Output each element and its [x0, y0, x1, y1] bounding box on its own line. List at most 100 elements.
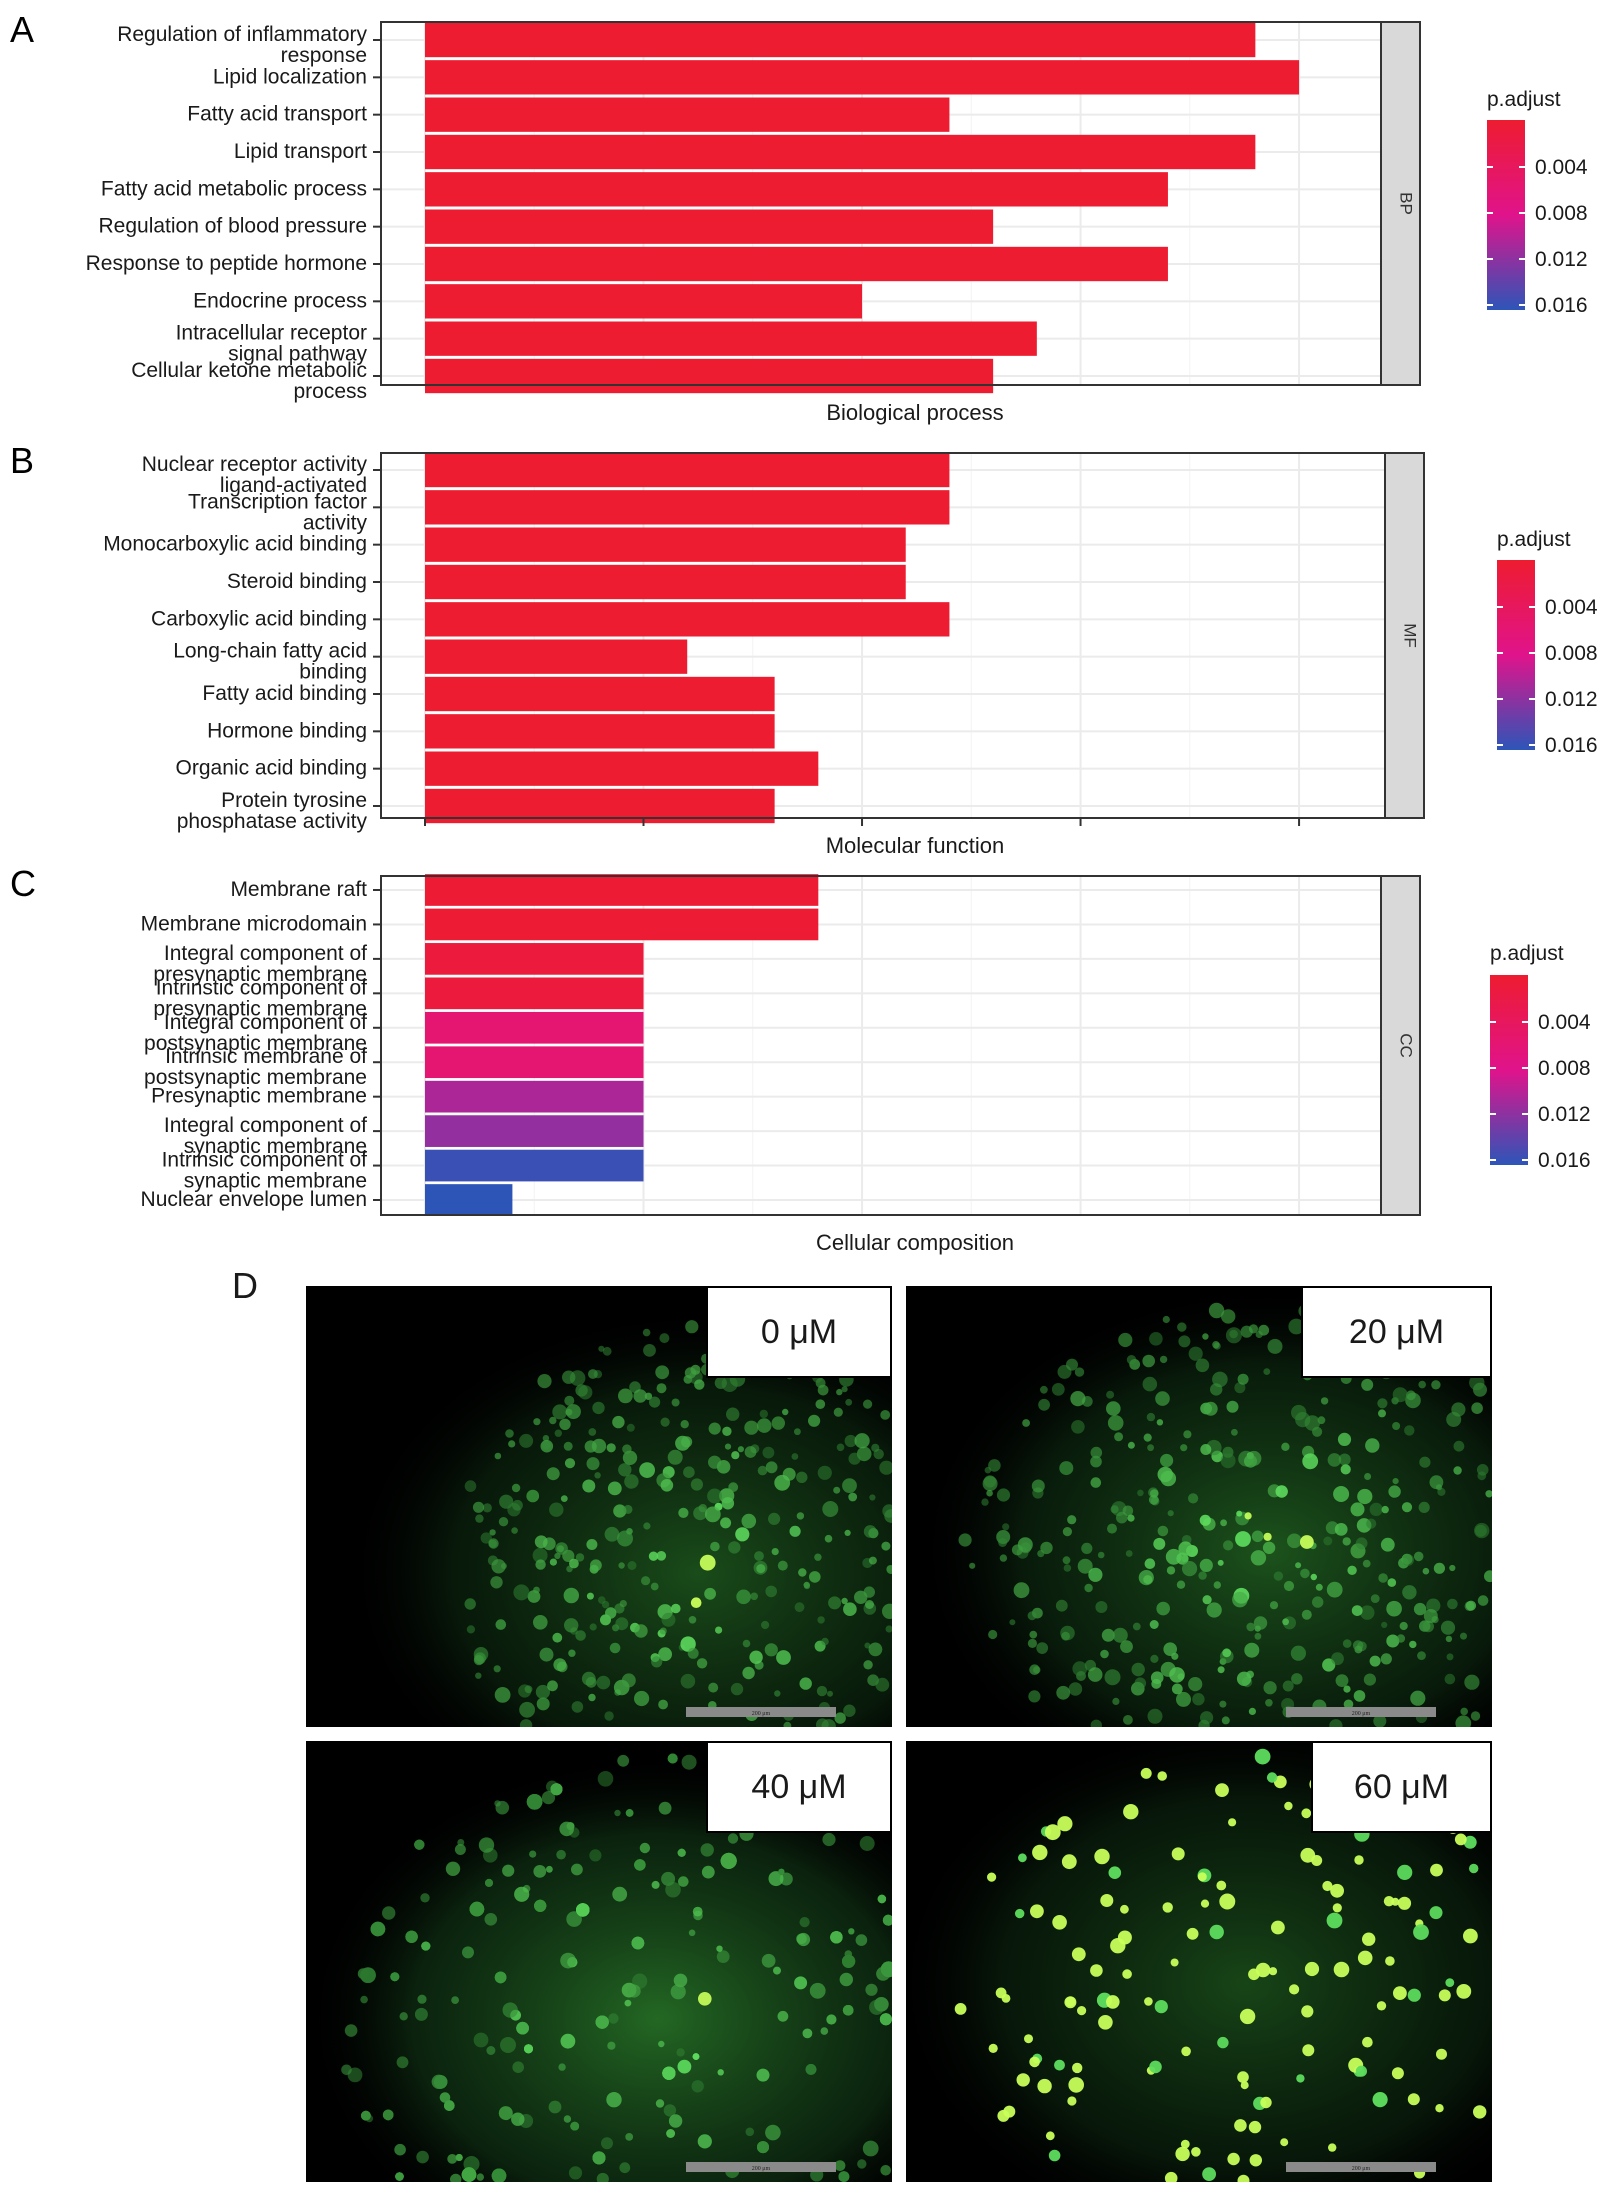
cell — [1112, 1627, 1128, 1643]
cell — [722, 1426, 732, 1436]
cell — [586, 1457, 600, 1471]
facet-strip — [1384, 452, 1425, 819]
cell — [1244, 1642, 1260, 1658]
cell — [848, 1928, 855, 1935]
cell — [742, 1639, 751, 1648]
cell — [1263, 1532, 1272, 1541]
cell — [667, 1449, 683, 1465]
cell — [1142, 1376, 1158, 1392]
cell — [602, 1346, 612, 1356]
cell — [824, 1534, 833, 1543]
category-label: Intrinsic membrane of postsynaptic membra… — [144, 1045, 367, 1089]
cell — [1197, 1872, 1207, 1882]
cell — [799, 1917, 810, 1928]
category-label: Organic acid binding — [176, 757, 367, 780]
cell — [486, 2046, 496, 2055]
cell — [1011, 1544, 1023, 1556]
cell — [1422, 1567, 1430, 1575]
cell — [1322, 1880, 1333, 1892]
cell — [1077, 1558, 1093, 1574]
cell — [1213, 1581, 1221, 1589]
bar — [425, 639, 688, 674]
cell — [1290, 1645, 1306, 1661]
category-label: Intrinstic component of presynaptic membr… — [153, 976, 367, 1020]
cell — [1106, 1390, 1115, 1399]
cell — [565, 1408, 573, 1416]
cell — [845, 1398, 853, 1406]
cell — [1296, 2074, 1305, 2083]
cell — [484, 1913, 498, 1926]
cell — [534, 1899, 547, 1912]
cell — [1365, 1438, 1380, 1453]
cell — [1127, 1514, 1135, 1522]
cell — [656, 1551, 667, 1561]
cell — [511, 1483, 521, 1493]
cell — [1107, 1523, 1117, 1534]
cell — [742, 1666, 755, 1680]
cell — [516, 2021, 529, 2035]
cell — [1120, 1640, 1133, 1653]
cell — [586, 1592, 594, 1600]
cell — [382, 2109, 394, 2121]
cell — [803, 1583, 811, 1590]
micrograph-image-0: 200 μm — [306, 1286, 892, 1727]
cell — [475, 1672, 482, 1679]
cell — [1120, 1904, 1129, 1914]
cell — [1334, 1523, 1348, 1536]
cell — [761, 1953, 776, 1968]
cell — [592, 1401, 605, 1415]
cell — [1291, 1673, 1303, 1685]
cell — [658, 2040, 665, 2048]
cell — [882, 1914, 892, 1926]
cell — [794, 1976, 808, 1990]
cell — [1302, 2044, 1315, 2057]
cell — [820, 2027, 829, 2035]
cell — [1465, 1600, 1477, 1611]
cell — [719, 1488, 735, 1504]
cell — [489, 1529, 496, 1536]
bar — [425, 564, 906, 600]
cell — [708, 1422, 721, 1435]
cell — [1037, 2078, 1052, 2094]
cell — [1036, 1642, 1049, 1654]
cell — [1423, 1609, 1438, 1623]
cell-cluster — [341, 1753, 892, 2182]
cell — [1106, 1995, 1120, 2009]
cell — [1330, 1883, 1344, 1898]
cell — [651, 1880, 660, 1889]
category-label: Regulation of blood pressure — [98, 215, 367, 238]
cell — [1263, 1368, 1271, 1375]
cell — [564, 1618, 579, 1633]
cell — [1347, 1565, 1357, 1575]
bar — [425, 527, 906, 562]
cell — [537, 1374, 552, 1389]
cell — [1059, 1461, 1074, 1476]
cell — [526, 1794, 543, 1810]
cell — [1118, 1332, 1133, 1348]
cell — [1067, 2096, 1077, 2106]
cell — [1402, 1585, 1417, 1600]
cell — [1068, 2077, 1084, 2093]
cell — [822, 1501, 839, 1517]
cell — [687, 1647, 699, 1659]
cell — [1435, 2104, 1444, 2113]
cell — [1106, 1401, 1121, 1416]
cell — [621, 1673, 636, 1688]
cell — [1182, 1561, 1198, 1577]
cell — [548, 2100, 562, 2114]
bar — [425, 1115, 644, 1147]
cell — [490, 1576, 503, 1589]
cell — [464, 1598, 476, 1610]
cell — [1142, 1354, 1155, 1368]
cell — [1210, 1383, 1223, 1396]
cell — [1055, 1599, 1068, 1612]
cell — [796, 1471, 808, 1483]
cell — [754, 1551, 764, 1561]
cell — [361, 2110, 371, 2121]
cell — [627, 1984, 641, 1998]
cell — [1342, 1537, 1351, 1546]
cell — [405, 1930, 418, 1943]
cell — [1032, 1844, 1048, 1861]
cell — [1402, 1554, 1414, 1566]
facet-label: CC — [1397, 1033, 1416, 1058]
